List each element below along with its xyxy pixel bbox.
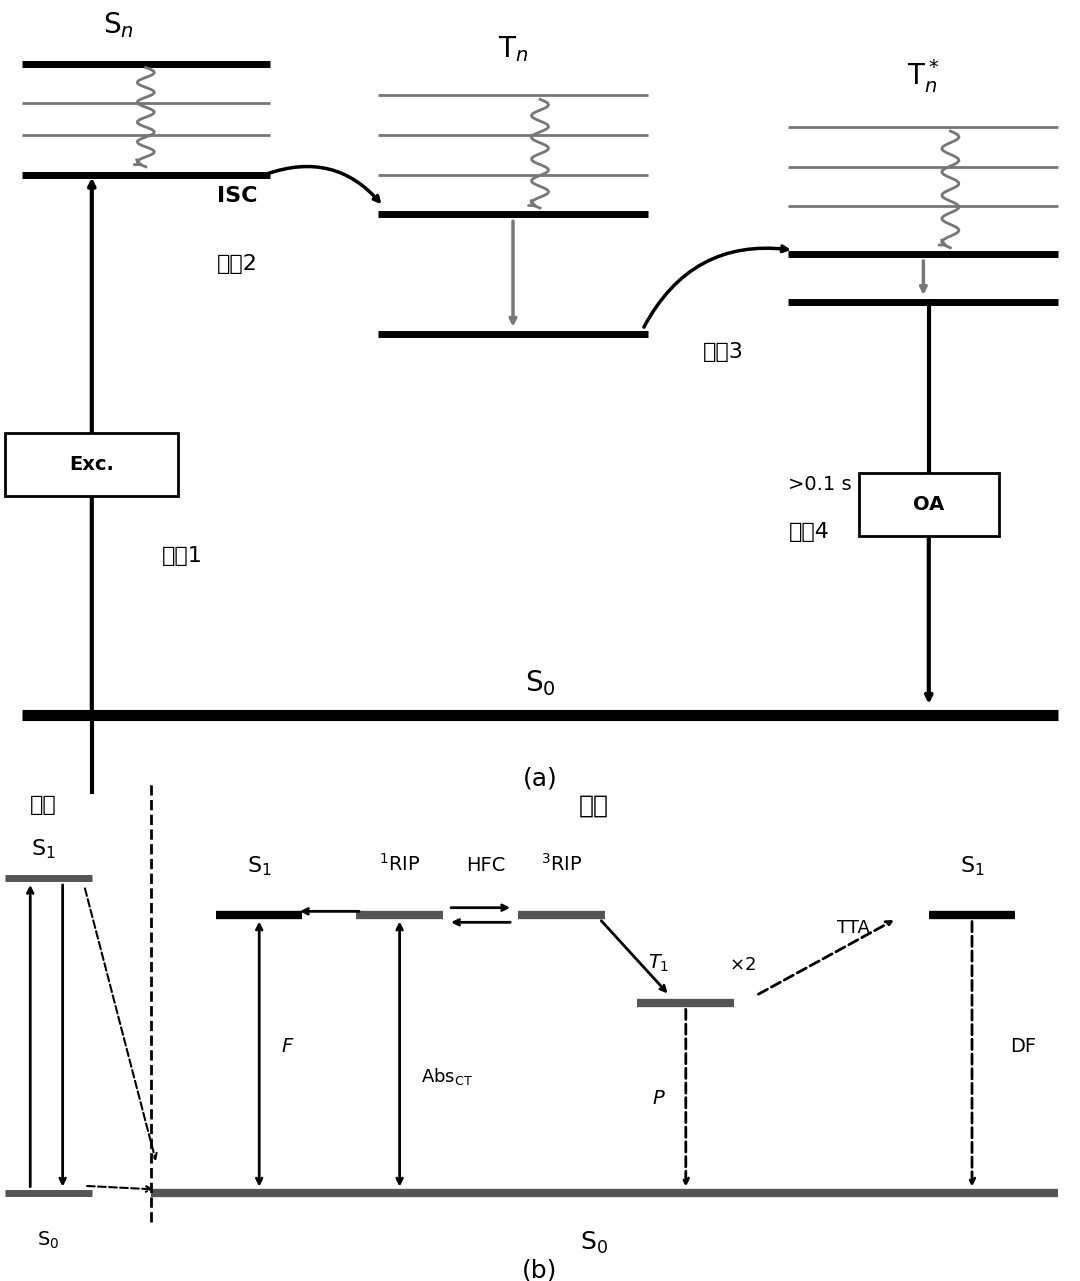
Text: DF: DF <box>1010 1038 1036 1057</box>
Text: $F$: $F$ <box>281 1038 294 1057</box>
Text: $P$: $P$ <box>652 1089 665 1108</box>
Text: 跃迁2: 跃迁2 <box>217 254 258 274</box>
Text: $\times 2$: $\times 2$ <box>729 956 756 974</box>
Text: 溶液: 溶液 <box>30 796 56 815</box>
Text: $\mathrm{Abs_{CT}}$: $\mathrm{Abs_{CT}}$ <box>421 1066 473 1086</box>
Text: $\mathrm{S}_0$: $\mathrm{S}_0$ <box>38 1230 59 1252</box>
Text: TTA: TTA <box>837 918 869 936</box>
Text: $\mathrm{S}_1$: $\mathrm{S}_1$ <box>31 838 55 861</box>
Text: HFC: HFC <box>467 856 505 875</box>
Text: ISC: ISC <box>217 187 258 206</box>
FancyBboxPatch shape <box>859 473 999 535</box>
Text: $\mathrm{T}_n$: $\mathrm{T}_n$ <box>498 33 528 64</box>
Text: Exc.: Exc. <box>69 455 114 474</box>
Text: >0.1 s: >0.1 s <box>788 475 852 494</box>
Text: 跃迁4: 跃迁4 <box>788 523 829 542</box>
Text: (a): (a) <box>523 766 557 790</box>
Text: $^3\mathrm{RIP}$: $^3\mathrm{RIP}$ <box>541 853 582 875</box>
Text: $\mathrm{T}_n^*$: $\mathrm{T}_n^*$ <box>907 58 940 95</box>
Text: OA: OA <box>914 494 944 514</box>
FancyBboxPatch shape <box>5 433 178 496</box>
Text: $\mathrm{S}_1$: $\mathrm{S}_1$ <box>247 854 271 879</box>
Text: 跃迁1: 跃迁1 <box>162 546 203 566</box>
Text: $\mathrm{S}_n$: $\mathrm{S}_n$ <box>104 10 134 40</box>
Text: (b): (b) <box>523 1258 557 1281</box>
Text: 跃迁3: 跃迁3 <box>703 342 744 361</box>
Text: $\mathrm{S}_0$: $\mathrm{S}_0$ <box>525 669 555 698</box>
Text: $T_1$: $T_1$ <box>648 952 670 974</box>
Text: $^1\mathrm{RIP}$: $^1\mathrm{RIP}$ <box>379 853 420 875</box>
Text: $\mathrm{S}_0$: $\mathrm{S}_0$ <box>580 1230 608 1255</box>
Text: 晶体: 晶体 <box>579 793 609 817</box>
Text: $\mathrm{S}_1$: $\mathrm{S}_1$ <box>960 854 984 879</box>
